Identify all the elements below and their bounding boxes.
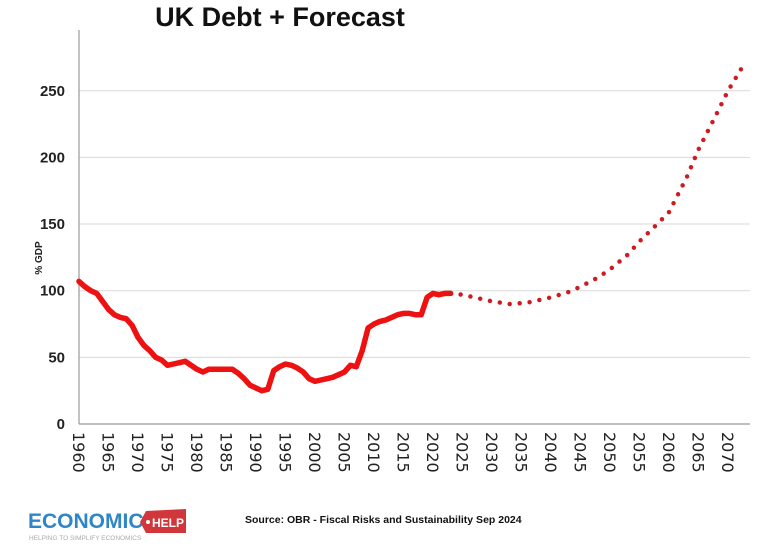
logo-tag-text: HELP — [152, 516, 184, 530]
y-axis-label: % GDP — [34, 241, 45, 275]
x-tick-label: 2055 — [630, 432, 649, 473]
x-tick-label: 2070 — [718, 432, 737, 473]
y-tick-label: 50 — [48, 349, 65, 366]
x-tick-label: 2020 — [423, 432, 442, 473]
gridlines — [79, 90, 750, 358]
y-tick-label: 0 — [57, 416, 65, 433]
x-tick-label: 2010 — [364, 432, 383, 473]
x-tick-label: 1985 — [217, 432, 236, 473]
x-tick-label: 2065 — [689, 432, 708, 473]
x-tick-label: 1990 — [246, 432, 265, 473]
forecast-series-line — [448, 59, 748, 307]
logo-tag-shape — [140, 509, 186, 533]
y-tick-label: 200 — [40, 149, 65, 166]
x-tick-label: 1995 — [276, 432, 295, 473]
x-tick-label: 2045 — [571, 432, 590, 473]
x-tick-label: 2005 — [335, 432, 354, 473]
x-tick-label: 2050 — [600, 432, 619, 473]
x-tick-label: 2015 — [394, 432, 413, 473]
x-tick-label: 1970 — [128, 432, 147, 473]
x-tick-label: 1965 — [99, 432, 118, 473]
x-tick-label: 2060 — [659, 432, 678, 473]
axes — [78, 30, 750, 425]
economics-help-logo: ECONOMICS HELP HELPING TO SIMPLIFY ECONO… — [28, 507, 188, 547]
chart-title: UK Debt + Forecast — [155, 2, 405, 32]
x-tick-label: 1980 — [187, 432, 206, 473]
y-tick-label: 250 — [40, 83, 65, 100]
x-tick-label: 2025 — [453, 432, 472, 473]
logo-tagline: HELPING TO SIMPLIFY ECONOMICS — [29, 535, 142, 542]
x-tick-label: 2040 — [541, 432, 560, 473]
source-note: Source: OBR - Fiscal Risks and Sustainab… — [245, 514, 522, 526]
x-tick-labels: 1960 1965 1970 1975 1980 1985 1990 1995 2000 2005… — [69, 432, 737, 473]
series-group — [76, 59, 748, 394]
x-tick-label: 2000 — [305, 432, 324, 473]
x-tick-label: 2030 — [482, 432, 501, 473]
x-tick-label: 1960 — [69, 432, 88, 473]
historic-series-line — [76, 278, 454, 394]
x-tick-label: 2035 — [512, 432, 531, 473]
y-tick-label: 100 — [40, 283, 65, 300]
y-tick-label: 150 — [40, 216, 65, 233]
y-tick-labels: 0 50 100 150 200 250 — [40, 83, 65, 433]
x-tick-label: 1975 — [158, 432, 177, 473]
logo-main-text: ECONOMICS — [28, 510, 158, 533]
